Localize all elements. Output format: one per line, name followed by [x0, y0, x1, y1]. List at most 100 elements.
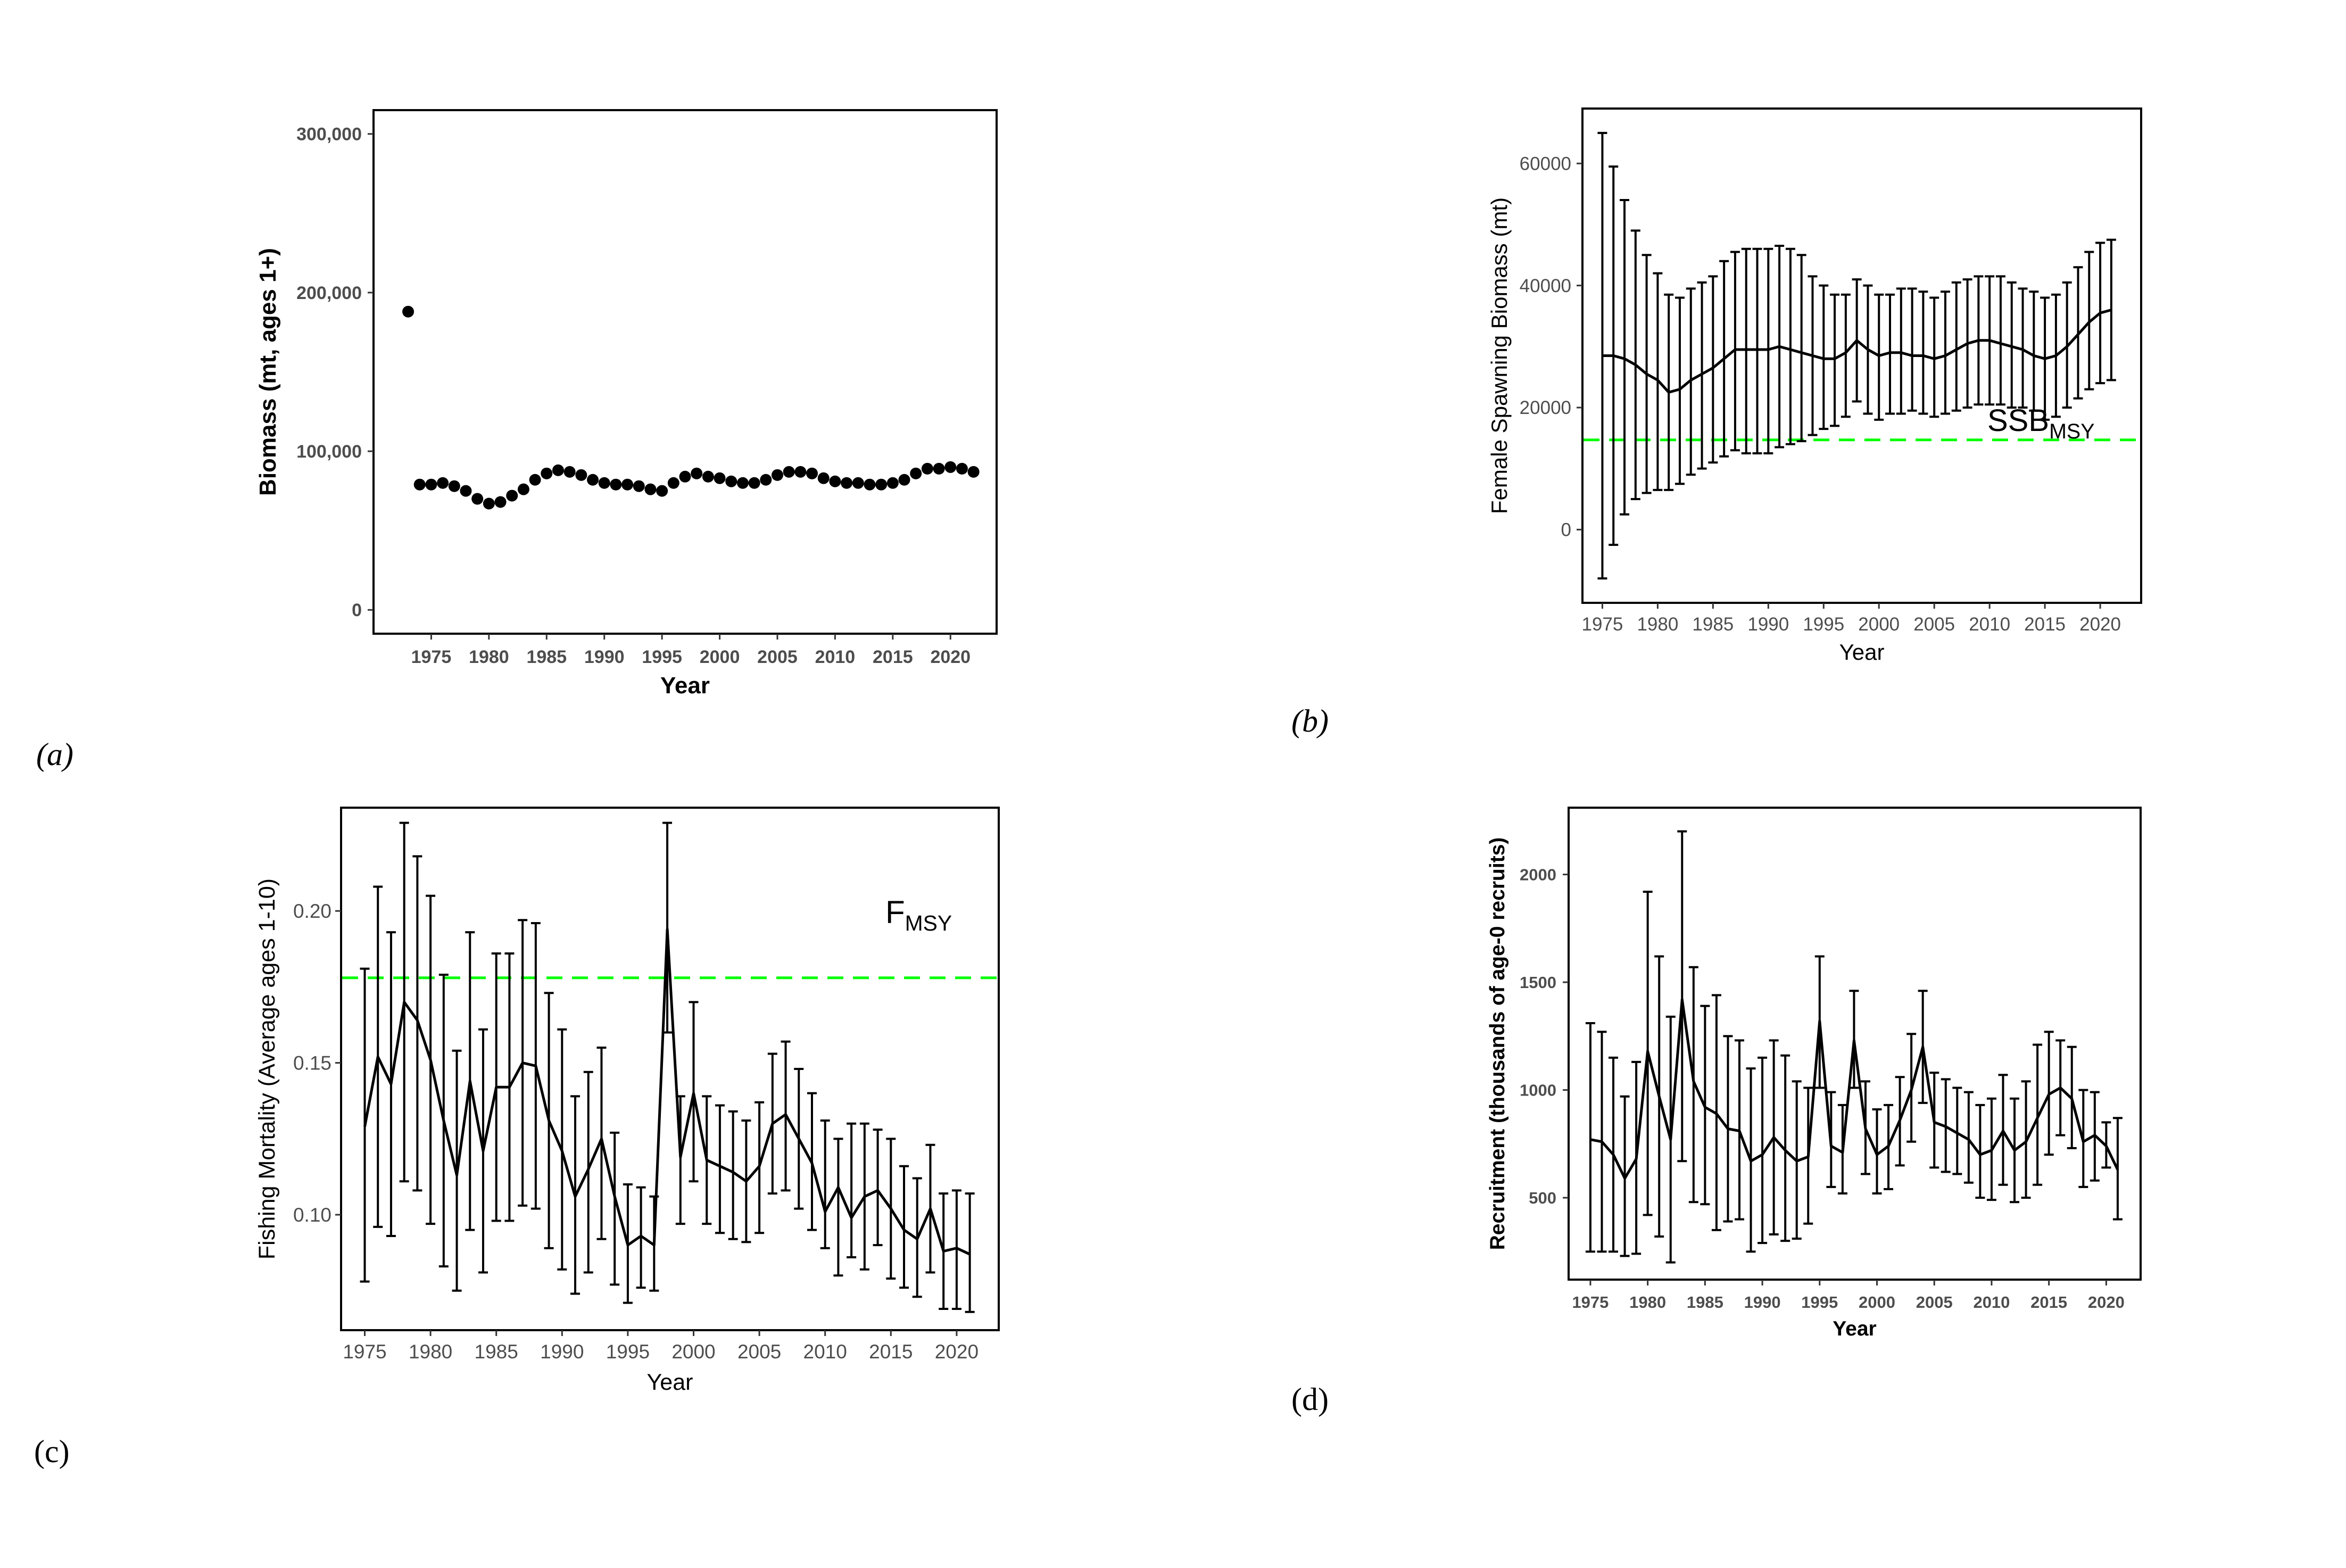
data-point	[748, 477, 760, 489]
x-tick-label: 1990	[1744, 1293, 1781, 1312]
x-tick-label: 1985	[475, 1341, 518, 1363]
x-axis-title: Year	[1839, 640, 1885, 665]
x-tick-label: 2005	[1916, 1293, 1953, 1312]
data-point	[691, 467, 703, 479]
data-point	[552, 464, 564, 476]
reference-label-sub: MSY	[2049, 420, 2094, 443]
x-tick-label: 1975	[1572, 1293, 1609, 1312]
chart-fishing-mortality: 1975 1980 1985 1990 1995 2000 2005 2010 2015 2020…	[34, 807, 1000, 1469]
x-tick-label: 2000	[672, 1341, 715, 1363]
plot-frame	[1581, 107, 2142, 604]
data-point	[529, 474, 541, 486]
x-tick-label: 1975	[1581, 614, 1623, 635]
chart-biomass: 1975 1980 1985 1990 1995 2000 2005 2010 2015 2020…	[36, 109, 998, 772]
x-tick-label: 1980	[1637, 614, 1678, 635]
x-axis-title: Year	[660, 673, 710, 699]
y-tick-label: 0.20	[293, 900, 331, 922]
data-point	[483, 497, 495, 510]
x-tick-label: 2000	[700, 647, 740, 667]
plot-frame	[340, 807, 1000, 1331]
data-point	[437, 477, 449, 489]
x-tick-label: 1975	[343, 1341, 386, 1363]
x-tick-label: 2005	[757, 647, 798, 667]
x-tick-label: 1995	[1803, 614, 1844, 635]
data-point	[944, 461, 957, 473]
data-point	[471, 493, 484, 505]
y-tick-label: 40000	[1520, 276, 1571, 296]
y-tick-label: 0.10	[293, 1204, 331, 1226]
data-point	[402, 305, 415, 318]
data-point	[933, 462, 945, 475]
panel-label: (b)	[1291, 703, 1329, 739]
x-tick-label: 2010	[1969, 614, 2010, 635]
data-point	[517, 483, 529, 495]
data-point	[598, 477, 610, 489]
y-tick-label: 500	[1529, 1189, 1556, 1207]
reference-line-label: SSBMSY	[1987, 403, 2095, 443]
data-point	[841, 477, 853, 489]
data-point	[817, 472, 830, 484]
x-tick-label: 2015	[873, 647, 913, 667]
x-tick-label: 1995	[1801, 1293, 1838, 1312]
x-tick-label: 2020	[930, 647, 971, 667]
data-point	[771, 469, 783, 481]
chart-recruitment: 1975 1980 1985 1990 1995 2000 2005 2010 2015 2020…	[1291, 807, 2142, 1417]
data-point	[667, 477, 679, 489]
x-tick-label: 1990	[584, 647, 625, 667]
y-tick-label: 60000	[1520, 153, 1571, 174]
y-axis-title: Female Spawning Biomass (mt)	[1487, 197, 1512, 514]
x-tick-label: 2005	[1913, 614, 1955, 635]
data-point	[898, 474, 910, 486]
reference-label-main: SSB	[1987, 403, 2049, 438]
data-point	[460, 485, 472, 497]
data-point	[794, 466, 807, 478]
y-tick-label: 20000	[1520, 397, 1571, 418]
x-tick-label: 1975	[411, 647, 452, 667]
series-line	[1602, 309, 2112, 394]
data-point	[413, 478, 426, 491]
data-point	[864, 478, 876, 491]
x-tick-label: 2000	[1859, 1293, 1895, 1312]
x-tick-label: 1995	[642, 647, 682, 667]
data-point	[829, 475, 841, 487]
x-tick-label: 2015	[2024, 614, 2066, 635]
x-tick-label: 2020	[2079, 614, 2121, 635]
x-tick-label: 1990	[1747, 614, 1789, 635]
data-point	[621, 478, 634, 491]
data-point	[783, 466, 795, 478]
data-point	[541, 467, 553, 479]
series-line	[363, 927, 971, 1256]
x-tick-label: 1980	[469, 647, 509, 667]
x-axis-title: Year	[1833, 1317, 1876, 1340]
y-tick-label: 200,000	[296, 283, 362, 303]
x-tick-label: 1995	[606, 1341, 650, 1363]
x-tick-label: 1985	[1687, 1293, 1723, 1312]
data-point	[806, 467, 818, 479]
x-tick-label: 1980	[1629, 1293, 1666, 1312]
x-tick-label: 2020	[2088, 1293, 2125, 1312]
data-point	[656, 485, 668, 497]
y-axis-title: Fishing Mortality (Average ages 1-10)	[254, 878, 280, 1259]
series-line	[1590, 998, 2119, 1180]
y-tick-label: 1000	[1520, 1081, 1556, 1099]
data-point	[875, 478, 888, 491]
chart-spawning-biomass: 1975 1980 1985 1990 1995 2000 2005 2010 2015 2020…	[1291, 107, 2142, 739]
x-tick-label: 2000	[1858, 614, 1900, 635]
y-tick-label: 0	[1561, 520, 1571, 541]
data-point	[633, 480, 645, 492]
y-tick-label: 100,000	[296, 442, 362, 462]
data-point	[967, 466, 980, 478]
data-point	[714, 472, 726, 484]
data-point	[725, 475, 737, 487]
reference-label-sub: MSY	[905, 911, 952, 935]
data-point	[587, 474, 599, 486]
x-tick-label: 2020	[935, 1341, 979, 1363]
x-tick-label: 2010	[1973, 1293, 2010, 1312]
data-point	[610, 478, 622, 491]
y-tick-label: 300,000	[296, 125, 362, 145]
y-tick-label: 0	[352, 600, 362, 620]
x-tick-label: 1990	[540, 1341, 584, 1363]
data-point	[736, 477, 749, 489]
y-axis-title: Biomass (mt, ages 1+)	[255, 248, 281, 496]
